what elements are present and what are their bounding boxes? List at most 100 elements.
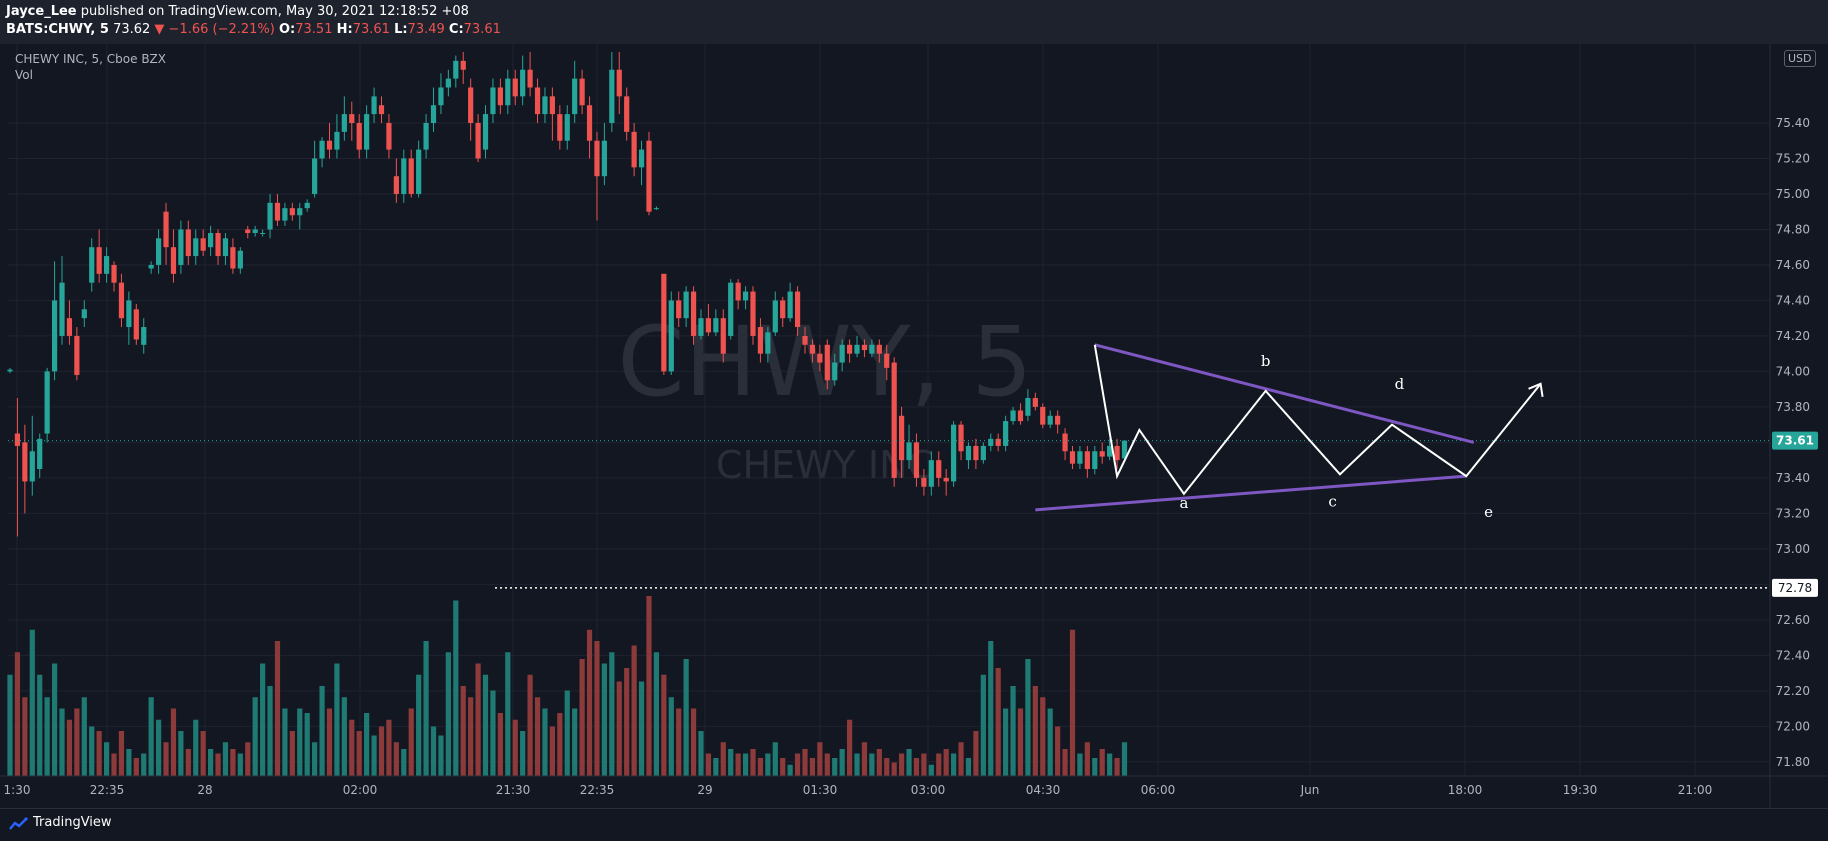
candle-body [460, 60, 466, 70]
volume-bar [208, 749, 214, 776]
candle-body [884, 353, 890, 368]
volume-bar [750, 749, 756, 776]
candle-body [497, 87, 503, 106]
time-tick-label: 02:00 [343, 783, 378, 797]
volume-bar [312, 742, 318, 776]
volume-bar [728, 749, 734, 776]
volume-bar [185, 749, 191, 776]
candle-body [1062, 433, 1068, 452]
candle-body [638, 149, 645, 168]
volume-bar [899, 753, 905, 776]
candle-body [96, 247, 102, 274]
volume-bar [832, 758, 838, 776]
volume-bar [757, 758, 764, 776]
candle-body [765, 332, 771, 354]
legend-volume: Vol [15, 68, 33, 82]
volume-bar [1025, 659, 1031, 776]
volume-bar [29, 629, 35, 776]
volume-bar [676, 708, 682, 776]
price-tick-label: 72.40 [1776, 648, 1810, 662]
volume-bar [668, 697, 674, 776]
candle-body [59, 282, 65, 336]
currency-badge[interactable]: USD [1784, 50, 1816, 67]
candle-body [156, 238, 162, 265]
volume-bar [22, 697, 28, 776]
footer-brand[interactable]: TradingView [33, 815, 112, 830]
price-tick-label: 74.00 [1776, 364, 1810, 378]
volume-bar [594, 641, 600, 776]
volume-bar [274, 641, 281, 776]
price-tick-label: 74.80 [1776, 222, 1810, 236]
volume-bar [438, 735, 444, 776]
candle-body [393, 176, 399, 194]
volume-bar [601, 663, 607, 776]
volume-bar [178, 731, 184, 776]
candle-body [698, 318, 704, 336]
volume-bar [141, 753, 147, 776]
candle-body [936, 460, 942, 478]
volume-bar [475, 663, 481, 776]
candle-body [980, 445, 986, 461]
volume-bar [586, 629, 593, 776]
candle-body [356, 122, 362, 150]
candle-body [676, 300, 682, 319]
price-tick-label: 74.60 [1776, 258, 1810, 272]
candle-body [170, 247, 177, 274]
time-tick-label: 29 [697, 783, 712, 797]
volume-bar [423, 641, 429, 776]
wave-label: c [1328, 492, 1336, 510]
ohlc-bar: BATS:CHWY, 5 73.62 ▼ −1.66 (−2.21%) O:73… [6, 22, 501, 37]
volume-bar [928, 764, 934, 776]
volume-bar [126, 749, 132, 776]
volume-bar [698, 731, 704, 776]
volume-bar [14, 652, 21, 776]
volume-bar [891, 762, 897, 776]
volume-bar [624, 668, 630, 776]
volume-bar [713, 758, 719, 776]
time-tick-label: Jun [1300, 783, 1320, 797]
candle-body [51, 300, 58, 372]
candle-body [817, 353, 823, 363]
candle-body [899, 415, 905, 461]
candle-body [89, 247, 95, 283]
candle-body [163, 211, 169, 248]
candle-body [616, 69, 622, 97]
close-value: 73.61 [463, 22, 501, 37]
volume-bar [906, 749, 912, 776]
author-name[interactable]: Jayce_Lee [6, 4, 77, 19]
volume-bar [334, 663, 340, 776]
volume-bar [356, 731, 362, 776]
volume-bar [638, 681, 645, 776]
footer: TradingView [0, 808, 1828, 841]
volume-bar [631, 645, 637, 776]
candle-body [787, 291, 793, 319]
candle-body [1077, 451, 1083, 464]
volume-bar [534, 697, 541, 776]
candle-body [445, 78, 451, 88]
volume-bar [787, 764, 793, 776]
price-tick-label: 72.20 [1776, 684, 1810, 698]
tradingview-logo-icon [9, 817, 28, 830]
publish-header: Jayce_Lee published on TradingView.com, … [0, 0, 1828, 44]
volume-bar [222, 742, 229, 776]
candle-body [349, 114, 355, 123]
candle-body [973, 445, 979, 461]
volume-bar [980, 674, 986, 776]
price-tick-label: 72.60 [1776, 613, 1810, 627]
volume-bar [735, 753, 741, 776]
candle-body [200, 238, 206, 251]
candle-body [542, 96, 548, 115]
trend-line [1094, 343, 1475, 444]
candle-body [594, 140, 600, 177]
volume-bar [51, 663, 58, 776]
volume-bar [1121, 742, 1128, 776]
candle-body [215, 233, 221, 257]
candle-body [297, 208, 303, 216]
volume-bar [282, 708, 288, 776]
volume-bar [505, 652, 511, 776]
volume-bar [1062, 749, 1068, 776]
candle-body [386, 122, 392, 150]
price-tick-label: 75.40 [1776, 116, 1810, 130]
volume-bar [319, 686, 325, 776]
